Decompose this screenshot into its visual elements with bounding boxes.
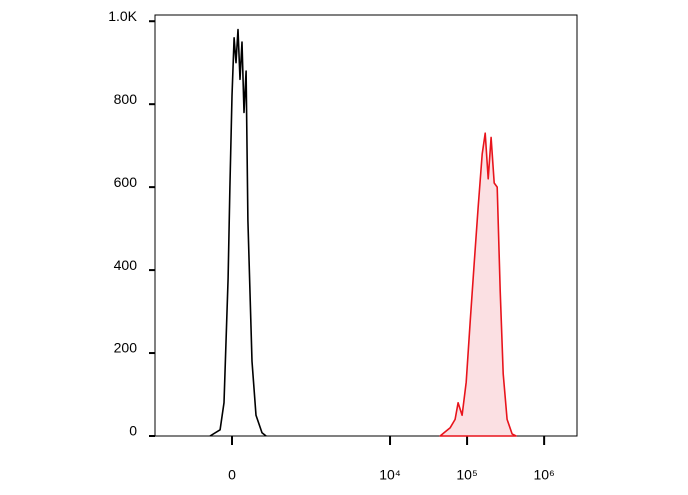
x-tick-label: 10⁶ [533,467,554,483]
histogram-line [439,132,517,437]
y-tick-label: 1.0K [108,8,137,24]
x-tick-label: 10⁵ [456,467,477,483]
y-tick-label: 400 [114,257,138,273]
y-tick-label: 200 [114,340,138,356]
y-tick-label: 0 [129,423,137,439]
y-tick-label: 600 [114,174,138,190]
y-tick-label: 800 [114,91,138,107]
plot-frame [154,14,578,437]
x-tick-label: 10⁴ [379,467,401,483]
histogram-line [209,28,267,437]
x-tick-label: 0 [228,467,236,483]
